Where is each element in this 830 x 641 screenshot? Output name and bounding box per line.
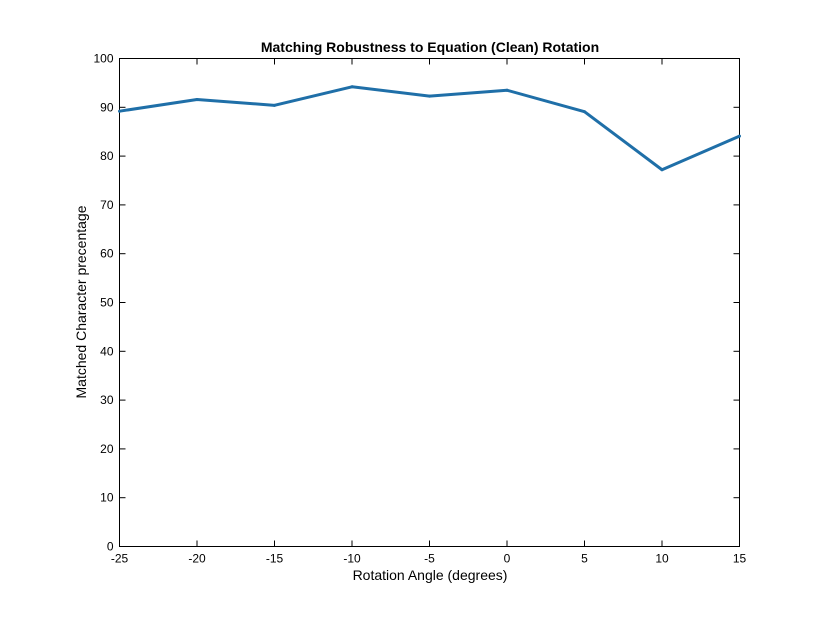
y-tick-label: 20 [100,442,114,456]
data-point [273,103,276,107]
data-point [505,88,509,92]
y-tick-label: 40 [100,344,114,358]
series-layer [118,85,741,172]
x-axis: -25 -20 -15 -10 -5 0 5 10 15 [111,58,747,566]
y-tick-label: 10 [100,491,114,505]
chart-title: Matching Robustness to Equation (Clean) … [261,39,599,55]
data-point [583,110,586,114]
x-axis-label: Rotation Angle (degrees) [353,567,508,583]
y-tick-label: 50 [100,296,114,310]
y-tick-label: 80 [100,149,114,163]
x-tick-label: -15 [266,552,284,566]
axes-box [119,58,740,547]
data-point [738,134,741,138]
data-point [118,109,121,113]
y-axis: 0 10 20 30 40 50 60 70 80 90 100 [93,52,740,554]
plot-area: 0 10 20 30 40 50 60 70 80 90 100 -25 -20 -15 -10 -5 0 5 1… [93,52,746,566]
x-tick-label: 5 [581,552,588,566]
data-point [428,94,431,98]
data-point [660,168,664,172]
x-tick-label: -20 [188,552,206,566]
data-point [195,97,199,101]
y-tick-label: 0 [107,540,114,554]
y-tick-label: 100 [93,52,113,66]
x-tick-label: -25 [111,552,129,566]
x-tick-label: 0 [504,552,511,566]
x-tick-label: 10 [655,552,669,566]
data-point [350,85,354,89]
y-tick-label: 90 [100,100,114,114]
x-tick-label: 15 [733,552,747,566]
series-line [119,85,741,172]
y-tick-label: 60 [100,247,114,261]
x-tick-label: -5 [424,552,435,566]
y-axis-label: Matched Character precentage [73,205,89,398]
x-tick-label: -10 [343,552,361,566]
y-tick-label: 70 [100,198,114,212]
y-tick-label: 30 [100,393,114,407]
